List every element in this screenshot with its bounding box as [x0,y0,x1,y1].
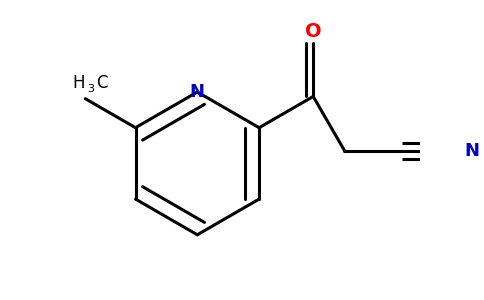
Text: N: N [190,83,205,101]
Text: H: H [73,74,85,92]
Text: N: N [464,142,479,160]
Text: 3: 3 [88,84,94,94]
Text: C: C [96,74,108,92]
Text: O: O [305,22,321,41]
